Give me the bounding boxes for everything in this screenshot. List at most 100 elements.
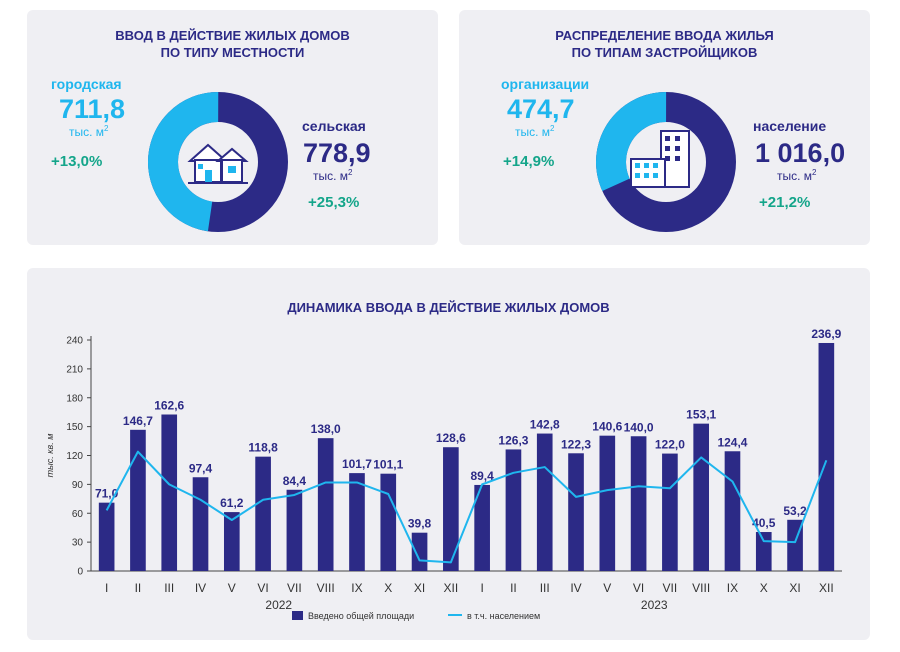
bar [599, 435, 616, 571]
bar [380, 473, 397, 571]
x-tick-label: VII [287, 581, 302, 595]
bar [255, 456, 271, 571]
y-tick-label: 120 [66, 451, 83, 462]
bar-value-label: 118,8 [248, 441, 278, 455]
apartment-building-icon [630, 130, 690, 188]
bar-value-label: 138,0 [311, 422, 341, 436]
urban-unit: тыс. м2 [69, 124, 109, 139]
organizations-change: +14,9% [503, 153, 555, 170]
y-tick-label: 60 [72, 509, 84, 520]
bar-value-label: 101,1 [373, 458, 403, 472]
bar [755, 532, 772, 571]
urban-change: +13,0% [51, 153, 103, 170]
panel-dynamics-chart: ДИНАМИКА ВВОДА В ДЕЙСТВИЕ ЖИЛЫХ ДОМОВ 0 3… [27, 268, 870, 640]
bar [223, 512, 240, 571]
line-series-population [105, 450, 828, 564]
bar-value-label: 140,0 [624, 420, 654, 434]
x-tick-label: III [164, 581, 174, 595]
bar [411, 532, 428, 571]
bar-value-label: 122,3 [561, 437, 591, 451]
bar-value-label: 126,3 [498, 433, 528, 447]
bar-value-label: 124,4 [717, 435, 747, 449]
population-change: +21,2% [759, 194, 811, 211]
bar-value-label: 97,4 [189, 461, 213, 475]
x-tick-label: V [603, 581, 611, 595]
bar [568, 453, 584, 571]
bar-value-label: 146,7 [123, 414, 153, 428]
rural-unit: тыс. м2 [313, 168, 353, 183]
x-tick-label: XII [819, 581, 834, 595]
x-tick-label: VI [633, 581, 644, 595]
bar [98, 502, 115, 571]
year-label: 2023 [641, 598, 668, 612]
x-tick-label: VI [257, 581, 268, 595]
bar-value-label: 61,2 [220, 496, 244, 510]
x-tick-label: III [540, 581, 550, 595]
bar [662, 453, 678, 571]
x-tick-label: X [384, 581, 392, 595]
organizations-unit: тыс. м2 [515, 124, 555, 139]
bar-value-label: 162,6 [154, 398, 184, 412]
bar-value-label: 142,8 [530, 418, 560, 432]
x-tick-label: I [105, 581, 108, 595]
population-value: 1 016,0 [755, 138, 846, 168]
bar-value-label: 128,6 [436, 431, 466, 445]
panel-title: ВВОД В ДЕЙСТВИЕ ЖИЛЫХ ДОМОВ ПО ТИПУ МЕСТ… [27, 27, 438, 61]
organizations-label: организации [501, 76, 590, 92]
x-tick-label: XI [789, 581, 800, 595]
donut-segment-organizations [596, 92, 737, 232]
rural-value: 778,9 [303, 138, 371, 168]
panel-title: РАСПРЕДЕЛЕНИЕ ВВОДА ЖИЛЬЯ ПО ТИПАМ ЗАСТР… [459, 27, 870, 61]
bar [505, 449, 522, 571]
y-axis-title: тыс. кв. м [45, 434, 55, 478]
houses-icon [187, 143, 249, 184]
bar-value-label: 236,9 [811, 327, 841, 341]
developer-donut [596, 92, 737, 232]
legend-line: в т.ч. населением [448, 611, 540, 621]
urban-label: городская [51, 76, 122, 92]
y-tick-label: 30 [72, 538, 84, 549]
bar [724, 451, 741, 571]
bar [536, 433, 553, 571]
y-tick-label: 150 [66, 422, 83, 433]
x-tick-label: VIII [692, 581, 710, 595]
x-tick-label: IV [195, 581, 206, 595]
panel-by-developer: РАСПРЕДЕЛЕНИЕ ВВОДА ЖИЛЬЯ ПО ТИПАМ ЗАСТР… [459, 10, 870, 245]
year-label: 2022 [265, 598, 292, 612]
y-tick-label: 240 [66, 336, 83, 347]
x-tick-label: IV [570, 581, 581, 595]
bar [443, 447, 459, 571]
rural-label: сельская [302, 118, 366, 134]
x-tick-label: IX [727, 581, 738, 595]
bar [474, 484, 490, 571]
organizations-value: 474,7 [507, 94, 575, 124]
bar [349, 473, 365, 571]
population-unit: тыс. м2 [777, 168, 817, 183]
x-tick-label: VII [663, 581, 678, 595]
population-label: население [753, 118, 827, 134]
bar-value-label: 84,4 [283, 474, 307, 488]
y-tick-label: 180 [66, 393, 83, 404]
bar-value-label: 40,5 [752, 516, 776, 530]
chart-title: ДИНАМИКА ВВОДА В ДЕЙСТВИЕ ЖИЛЫХ ДОМОВ [287, 300, 610, 315]
bar-value-label: 53,2 [783, 504, 807, 518]
title-line-2: ПО ТИПУ МЕСТНОСТИ [160, 45, 305, 60]
y-tick-label: 210 [66, 364, 83, 375]
legend-bar-swatch [292, 611, 303, 620]
x-tick-label: V [228, 581, 236, 595]
bar-value-label: 122,0 [655, 438, 685, 452]
bar [161, 414, 178, 571]
bar-value-label: 39,8 [408, 517, 432, 531]
bar [286, 489, 303, 571]
legend-line-swatch [448, 614, 462, 616]
donut-segment-urban [148, 92, 288, 232]
y-tick-label: 0 [77, 567, 83, 578]
rural-change: +25,3% [308, 194, 360, 211]
legend-bar-label: Введено общей площади [308, 611, 415, 621]
bar [630, 436, 647, 571]
legend-bars: Введено общей площади [292, 611, 414, 621]
bar-value-label: 140,6 [592, 420, 622, 434]
bar [317, 438, 334, 571]
legend-line-label: в т.ч. населением [467, 611, 541, 621]
